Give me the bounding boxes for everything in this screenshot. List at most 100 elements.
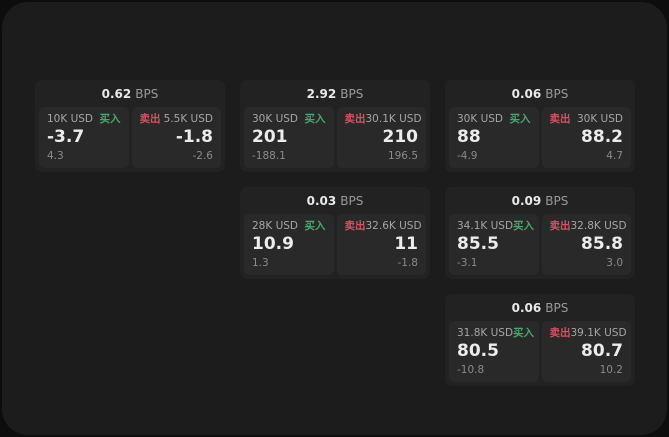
buy-delta: -4.9 (457, 150, 478, 162)
quote-card[interactable]: 0.62 BPS 10K USD 买入 -3.7 4.3 卖出 5.5K USD… (35, 80, 225, 172)
card-header: 2.92 BPS (240, 80, 430, 107)
sell-delta: 3.0 (606, 257, 623, 269)
bps-value: 0.03 (306, 193, 337, 208)
buy-price: 88 (457, 127, 481, 147)
sell-panel[interactable]: 卖出 32.6K USD 11 -1.8 (336, 214, 426, 275)
buy-delta: -188.1 (252, 150, 286, 162)
sell-top-row: 卖出 30.1K USD (344, 113, 422, 126)
buy-side-label: 买入 (304, 113, 326, 125)
sell-delta: 196.5 (387, 150, 418, 162)
buy-top-row: 10K USD 买入 (47, 113, 121, 126)
buy-price: -3.7 (47, 127, 85, 147)
buy-delta: -10.8 (457, 364, 485, 376)
card-body: 10K USD 买入 -3.7 4.3 卖出 5.5K USD -1.8 -2.… (35, 107, 225, 172)
card-header: 0.06 BPS (445, 80, 635, 107)
buy-size: 30K USD (252, 113, 299, 125)
buy-top-row: 34.1K USD 买入 (457, 220, 535, 233)
sell-side-label: 卖出 (549, 113, 571, 125)
buy-price: 201 (252, 127, 288, 147)
sell-panel[interactable]: 卖出 30K USD 88.2 4.7 (541, 107, 631, 168)
sell-price: -1.8 (175, 127, 213, 147)
bps-unit-label: BPS (545, 86, 569, 101)
sell-top-row: 卖出 39.1K USD (549, 327, 627, 340)
bps-value: 0.62 (101, 86, 132, 101)
sell-side-label: 卖出 (549, 327, 571, 339)
buy-side-label: 买入 (509, 113, 531, 125)
bps-unit-label: BPS (340, 193, 364, 208)
buy-size: 30K USD (457, 113, 504, 125)
quote-card[interactable]: 0.03 BPS 28K USD 买入 10.9 1.3 卖出 32.6K US… (240, 187, 430, 279)
sell-side-label: 卖出 (139, 113, 161, 125)
sell-size: 32.8K USD (570, 220, 627, 232)
sell-size: 39.1K USD (570, 327, 627, 339)
card-body: 28K USD 买入 10.9 1.3 卖出 32.6K USD 11 -1.8 (240, 214, 430, 279)
buy-price: 80.5 (457, 341, 499, 361)
sell-side-label: 卖出 (549, 220, 571, 232)
quote-card[interactable]: 0.06 BPS 30K USD 买入 88 -4.9 卖出 30K USD 8… (445, 80, 635, 172)
buy-panel[interactable]: 31.8K USD 买入 80.5 -10.8 (449, 321, 539, 382)
sell-panel[interactable]: 卖出 30.1K USD 210 196.5 (336, 107, 426, 168)
buy-side-label: 买入 (99, 113, 121, 125)
bps-unit-label: BPS (545, 300, 569, 315)
sell-panel[interactable]: 卖出 32.8K USD 85.8 3.0 (541, 214, 631, 275)
sell-delta: -1.8 (397, 257, 419, 269)
buy-size: 10K USD (47, 113, 94, 125)
buy-panel[interactable]: 28K USD 买入 10.9 1.3 (244, 214, 334, 275)
sell-top-row: 卖出 32.6K USD (345, 220, 422, 233)
sell-panel[interactable]: 卖出 5.5K USD -1.8 -2.6 (131, 107, 221, 168)
sell-panel[interactable]: 卖出 39.1K USD 80.7 10.2 (541, 321, 631, 382)
buy-size: 34.1K USD (457, 220, 514, 232)
card-body: 34.1K USD 买入 85.5 -3.1 卖出 32.8K USD 85.8… (445, 214, 635, 279)
buy-panel[interactable]: 34.1K USD 买入 85.5 -3.1 (449, 214, 539, 275)
sell-side-label: 卖出 (344, 113, 366, 125)
sell-price: 80.7 (581, 341, 623, 361)
sell-delta: -2.6 (192, 150, 214, 162)
bps-value: 2.92 (306, 86, 337, 101)
buy-size: 31.8K USD (457, 327, 514, 339)
sell-delta: 10.2 (599, 364, 623, 376)
sell-size: 30.1K USD (365, 113, 422, 125)
bps-unit-label: BPS (545, 193, 569, 208)
sell-top-row: 卖出 30K USD (550, 113, 624, 126)
card-header: 0.06 BPS (445, 294, 635, 321)
card-body: 30K USD 买入 88 -4.9 卖出 30K USD 88.2 4.7 (445, 107, 635, 172)
buy-top-row: 30K USD 买入 (252, 113, 326, 126)
sell-size: 5.5K USD (163, 113, 213, 125)
buy-top-row: 30K USD 买入 (457, 113, 531, 126)
card-body: 30K USD 买入 201 -188.1 卖出 30.1K USD 210 1… (240, 107, 430, 172)
buy-top-row: 31.8K USD 买入 (457, 327, 535, 340)
bps-value: 0.09 (511, 193, 542, 208)
buy-top-row: 28K USD 买入 (252, 220, 326, 233)
quote-card[interactable]: 0.09 BPS 34.1K USD 买入 85.5 -3.1 卖出 32.8K… (445, 187, 635, 279)
sell-size: 32.6K USD (365, 220, 422, 232)
sell-price: 210 (382, 127, 419, 147)
buy-size: 28K USD (252, 220, 299, 232)
bps-unit-label: BPS (340, 86, 364, 101)
buy-panel[interactable]: 30K USD 买入 201 -188.1 (244, 107, 334, 168)
card-header: 0.03 BPS (240, 187, 430, 214)
sell-price: 11 (394, 234, 418, 254)
sell-price: 85.8 (581, 234, 623, 254)
quote-card[interactable]: 0.06 BPS 31.8K USD 买入 80.5 -10.8 卖出 39.1… (445, 294, 635, 386)
card-header: 0.09 BPS (445, 187, 635, 214)
buy-price: 85.5 (457, 234, 499, 254)
buy-delta: 1.3 (252, 257, 269, 269)
bps-value: 0.06 (511, 300, 542, 315)
sell-size: 30K USD (576, 113, 623, 125)
sell-delta: 4.7 (606, 150, 623, 162)
buy-side-label: 买入 (304, 220, 326, 232)
buy-delta: -3.1 (457, 257, 478, 269)
buy-panel[interactable]: 30K USD 买入 88 -4.9 (449, 107, 539, 168)
buy-side-label: 买入 (513, 220, 535, 232)
sell-price: 88.2 (581, 127, 623, 147)
sell-top-row: 卖出 5.5K USD (140, 113, 214, 126)
buy-panel[interactable]: 10K USD 买入 -3.7 4.3 (39, 107, 129, 168)
quote-card[interactable]: 2.92 BPS 30K USD 买入 201 -188.1 卖出 30.1K … (240, 80, 430, 172)
bps-unit-label: BPS (135, 86, 159, 101)
buy-side-label: 买入 (513, 327, 535, 339)
card-body: 31.8K USD 买入 80.5 -10.8 卖出 39.1K USD 80.… (445, 321, 635, 386)
card-header: 0.62 BPS (35, 80, 225, 107)
buy-delta: 4.3 (47, 150, 64, 162)
bps-value: 0.06 (511, 86, 542, 101)
buy-price: 10.9 (252, 234, 294, 254)
